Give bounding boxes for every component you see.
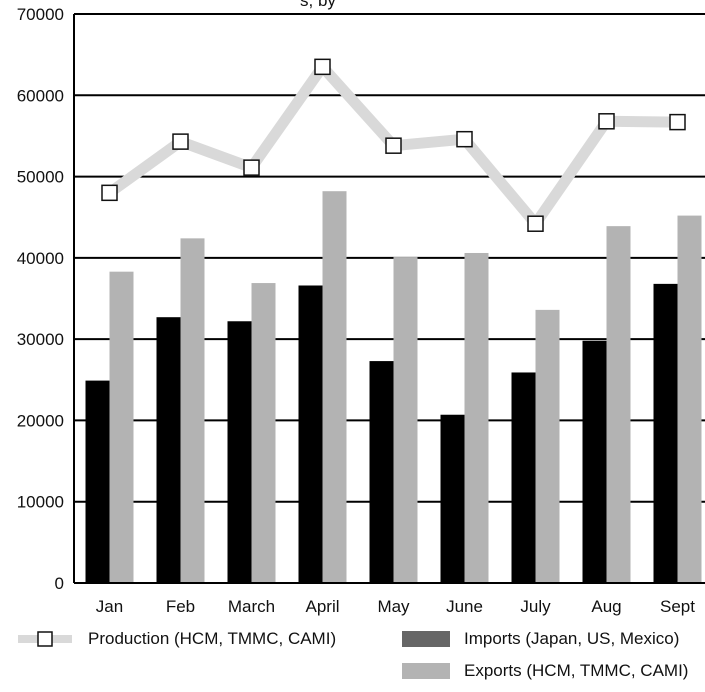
y-tick-label: 70000 (17, 5, 64, 24)
x-tick-label: July (520, 597, 551, 616)
production-point (314, 58, 331, 76)
legend-item-exports: Exports (HCM, TMMC, CAMI) (402, 661, 688, 681)
production-point (527, 215, 544, 232)
x-tick-label: June (446, 597, 483, 616)
bar-imports (440, 414, 465, 583)
bar-imports (653, 283, 678, 583)
y-tick-label: 20000 (17, 411, 64, 430)
production-line (101, 58, 686, 232)
bar-exports (322, 191, 347, 583)
x-tick-label: March (228, 597, 275, 616)
bar-exports (535, 309, 560, 583)
bar-imports (227, 321, 252, 583)
x-tick-label: May (377, 597, 410, 616)
x-tick-label: April (305, 597, 339, 616)
x-tick-label: Jan (96, 597, 123, 616)
bar-exports (606, 226, 631, 584)
y-tick-label: 50000 (17, 168, 64, 187)
production-point (172, 133, 189, 150)
production-point (243, 159, 260, 176)
bar-exports (251, 283, 276, 583)
y-tick-label: 30000 (17, 330, 64, 349)
y-tick-label: 40000 (17, 249, 64, 268)
production-point (385, 137, 402, 154)
bar-imports (369, 361, 394, 583)
production-point (101, 184, 118, 202)
bars (85, 191, 702, 584)
bar-imports (582, 340, 607, 583)
bar-imports (156, 317, 181, 583)
x-tick-labels: Jan Feb March April May June July Aug Sept (96, 597, 695, 616)
legend-label-imports: Imports (Japan, US, Mexico) (464, 629, 680, 648)
y-tick-label: 10000 (17, 493, 64, 512)
x-tick-label: Aug (591, 597, 621, 616)
production-point (598, 113, 615, 130)
y-tick-label: 60000 (17, 86, 64, 105)
x-tick-label: Sept (660, 597, 695, 616)
production-point (456, 130, 473, 148)
bar-exports (677, 215, 702, 584)
legend-item-imports: Imports (Japan, US, Mexico) (402, 629, 679, 649)
bar-imports (511, 372, 536, 583)
imports-legend-swatch (402, 631, 450, 647)
exports-legend-swatch (402, 663, 450, 679)
y-tick-label: 0 (55, 574, 64, 593)
legend-item-production: Production (HCM, TMMC, CAMI) (16, 629, 336, 649)
bar-imports (298, 285, 323, 583)
bar-exports (393, 257, 418, 583)
chart-title-fragment: s, by (300, 0, 336, 10)
axes (73, 13, 705, 584)
x-tick-label: Feb (166, 597, 195, 616)
legend-label-exports: Exports (HCM, TMMC, CAMI) (464, 661, 689, 680)
bar-imports (85, 380, 110, 583)
bar-exports (180, 238, 205, 583)
y-tick-labels: 0 10000 20000 30000 40000 50000 60000 70000 (17, 5, 64, 593)
bar-exports (109, 271, 134, 583)
bar-exports (464, 252, 489, 584)
production-legend-swatch (18, 631, 72, 647)
production-point (669, 113, 686, 131)
legend-label-production: Production (HCM, TMMC, CAMI) (88, 629, 337, 648)
